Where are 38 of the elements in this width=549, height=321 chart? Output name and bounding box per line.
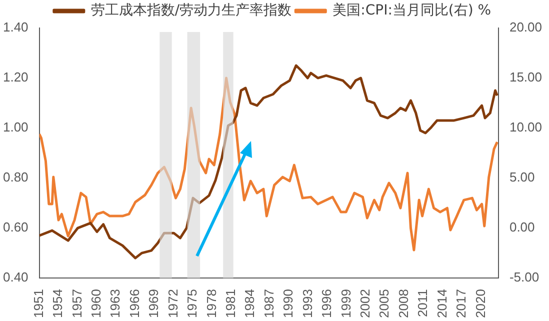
x-tick-label: 1987	[261, 289, 276, 318]
x-tick-label: 2014	[434, 289, 450, 318]
x-tick-label: 2017	[454, 289, 469, 318]
x-tick-label: 1981	[223, 289, 238, 318]
x-tick-label: 2005	[376, 289, 392, 318]
y2-tick-label: 15.00	[509, 70, 542, 85]
x-tick-label: 1990	[280, 289, 296, 318]
y-tick-label: 1.20	[2, 70, 28, 85]
x-tick-label: 1996	[319, 289, 334, 318]
y2-tick-label: 10.00	[509, 120, 542, 135]
x-tick-label: 1978	[204, 289, 219, 318]
x-tick-label: 1999	[338, 289, 354, 318]
x-tick-label: 1951	[30, 289, 46, 318]
x-tick-label: 2008	[396, 289, 411, 318]
y-tick-label: 1.40	[2, 20, 28, 35]
x-tick-label: 1969	[146, 289, 162, 318]
legend-label: 美国:CPI:当月同比(右) %	[332, 2, 492, 19]
x-tick-label: 1966	[126, 289, 142, 318]
x-tick-label: 1984	[242, 289, 258, 318]
x-tick-label: 1963	[108, 289, 123, 318]
x-tick-label: 1954	[50, 289, 66, 318]
x-tick-label: 2020	[472, 289, 488, 318]
y-tick-label: 0.40	[2, 270, 28, 285]
x-tick-label: 2011	[415, 289, 430, 318]
legend-label: 劳工成本指数/劳动力生产率指数	[90, 2, 292, 19]
y-tick-label: 0.80	[2, 170, 28, 185]
x-tick-label: 1972	[165, 289, 180, 318]
x-tick-label: 1960	[88, 289, 104, 318]
x-tick-label: 2002	[357, 289, 372, 318]
y2-tick-label: 0.00	[509, 220, 535, 235]
y2-tick-label: 20.00	[509, 20, 542, 35]
y-tick-label: 0.60	[2, 220, 28, 235]
y2-tick-label: 5.00	[509, 170, 535, 185]
x-tick-label: 1957	[69, 289, 84, 318]
x-tick-label: 1975	[184, 289, 200, 318]
y-tick-label: 1.00	[2, 120, 28, 135]
x-tick-label: 1993	[300, 289, 315, 318]
y2-tick-label: -5.00	[509, 270, 540, 285]
